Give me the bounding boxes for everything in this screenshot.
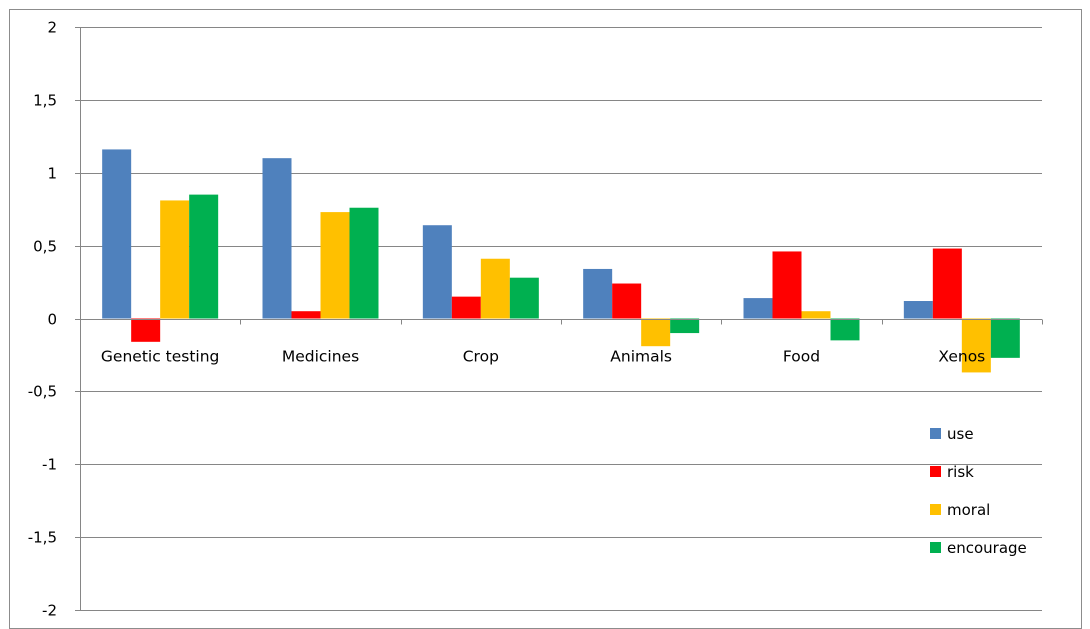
legend-swatch-encourage xyxy=(930,542,941,553)
bar-encourage xyxy=(830,318,860,341)
legend-label-encourage: encourage xyxy=(947,539,1027,557)
y-tick-label: 0,5 xyxy=(33,238,57,256)
legend-swatch-use xyxy=(930,428,941,439)
bar-encourage xyxy=(670,318,700,334)
bar-risk xyxy=(291,311,321,319)
bar-encourage xyxy=(509,277,539,319)
bar-use xyxy=(743,298,773,319)
bar-use xyxy=(262,158,292,319)
bar-moral xyxy=(961,318,991,373)
bar-moral xyxy=(480,258,510,319)
category-label: Crop xyxy=(463,348,499,366)
legend-swatch-risk xyxy=(930,466,941,477)
bar-moral xyxy=(160,200,190,319)
bar-risk xyxy=(612,283,642,319)
legend-label-moral: moral xyxy=(947,501,990,519)
bar-moral xyxy=(801,311,831,319)
category-label: Medicines xyxy=(282,348,359,366)
y-tick-label: -0,5 xyxy=(28,383,57,401)
bar-moral xyxy=(641,318,671,347)
category-label: Food xyxy=(783,348,820,366)
bar-use xyxy=(422,225,452,319)
y-tick-label: 1 xyxy=(47,165,57,183)
bar-moral xyxy=(320,212,350,319)
y-tick-label: -1 xyxy=(42,456,57,474)
y-tick-label: 2 xyxy=(47,19,57,37)
category-label: Xenos xyxy=(938,348,985,366)
legend-label-use: use xyxy=(947,425,974,443)
y-tick-label: -2 xyxy=(42,602,57,618)
category-label: Genetic testing xyxy=(101,348,219,366)
bar-encourage xyxy=(349,207,379,319)
bar-encourage xyxy=(189,194,219,319)
legend-label-risk: risk xyxy=(947,463,974,481)
bar-risk xyxy=(131,318,161,342)
bar-use xyxy=(903,301,933,319)
bar-use xyxy=(102,149,132,319)
bar-risk xyxy=(772,251,802,319)
bar-risk xyxy=(451,296,481,319)
y-tick-label: 0 xyxy=(47,311,57,329)
bar-use xyxy=(583,268,613,319)
y-tick-label: -1,5 xyxy=(28,529,57,547)
category-label: Animals xyxy=(610,348,672,366)
bar-encourage xyxy=(990,318,1020,358)
legend-swatch-moral xyxy=(930,504,941,515)
bar-risk xyxy=(932,248,962,319)
y-tick-label: 1,5 xyxy=(33,92,57,110)
